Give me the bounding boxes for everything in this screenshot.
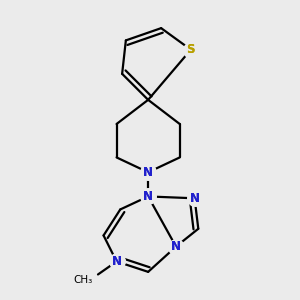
Text: N: N — [143, 190, 153, 203]
Text: N: N — [190, 192, 200, 205]
Text: S: S — [187, 43, 195, 56]
Text: N: N — [190, 192, 200, 205]
Text: N: N — [171, 240, 181, 253]
Text: CH₃: CH₃ — [74, 275, 93, 285]
Text: S: S — [187, 43, 195, 56]
Text: N: N — [112, 255, 122, 268]
Text: N: N — [143, 166, 153, 179]
Text: N: N — [143, 190, 153, 203]
Text: N: N — [143, 166, 153, 179]
Text: N: N — [112, 255, 122, 268]
Text: N: N — [171, 240, 181, 253]
